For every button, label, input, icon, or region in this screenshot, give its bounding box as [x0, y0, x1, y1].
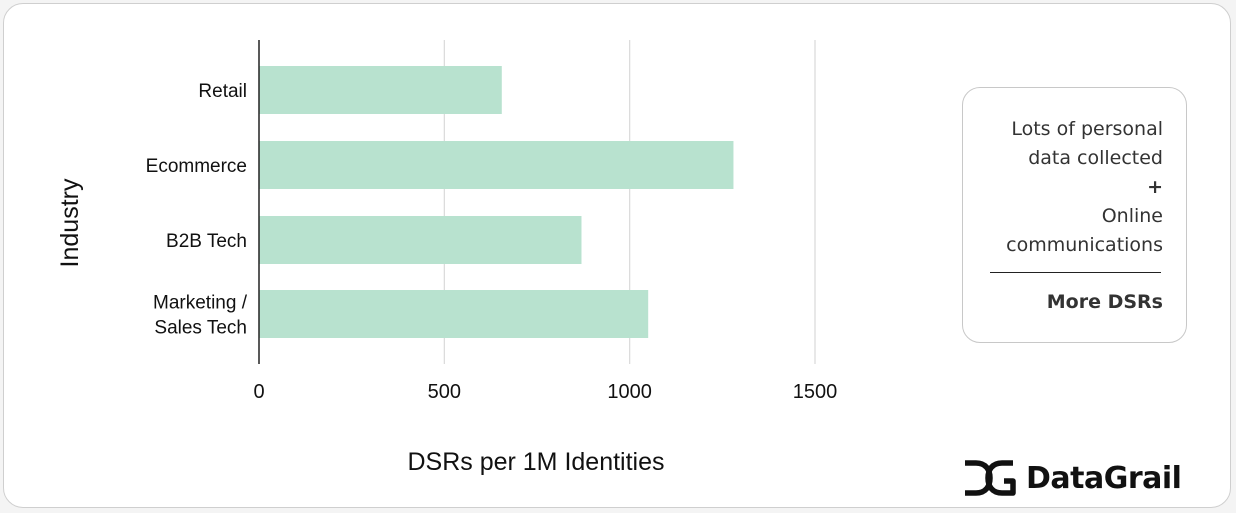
- callout-line: Lots of personal: [1011, 118, 1163, 140]
- y-axis-title: Industry: [56, 178, 84, 267]
- callout-line: data collected: [1028, 147, 1163, 169]
- callout-plus: +: [1147, 176, 1163, 198]
- x-axis-title: DSRs per 1M Identities: [407, 448, 664, 476]
- y-tick-label: Retail: [198, 81, 247, 102]
- x-tick-label: 1500: [793, 381, 838, 403]
- x-tick-label: 500: [428, 381, 461, 403]
- y-tick-label: Sales Tech: [154, 318, 247, 339]
- callout-text-top: Lots of personal data collected + Online…: [973, 115, 1163, 260]
- x-tick-label: 1000: [607, 381, 652, 403]
- bar: [259, 66, 502, 114]
- datagrail-logo-icon: [965, 460, 1016, 496]
- callout-conclusion: More DSRs: [1046, 291, 1163, 313]
- callout-line: Online: [1101, 205, 1163, 227]
- brand-name: DataGrail: [1026, 460, 1182, 496]
- bar: [259, 216, 582, 264]
- y-tick-label: Ecommerce: [146, 156, 247, 177]
- x-tick-label: 0: [253, 381, 264, 403]
- callout-line: communications: [1006, 234, 1163, 256]
- callout-divider: [990, 272, 1161, 273]
- bar: [259, 141, 734, 189]
- bar: [259, 290, 649, 338]
- brand-logo: DataGrail: [962, 458, 1182, 498]
- insight-callout: Lots of personal data collected + Online…: [962, 87, 1187, 343]
- y-tick-label: B2B Tech: [166, 231, 247, 252]
- y-tick-label: Marketing /: [153, 293, 248, 314]
